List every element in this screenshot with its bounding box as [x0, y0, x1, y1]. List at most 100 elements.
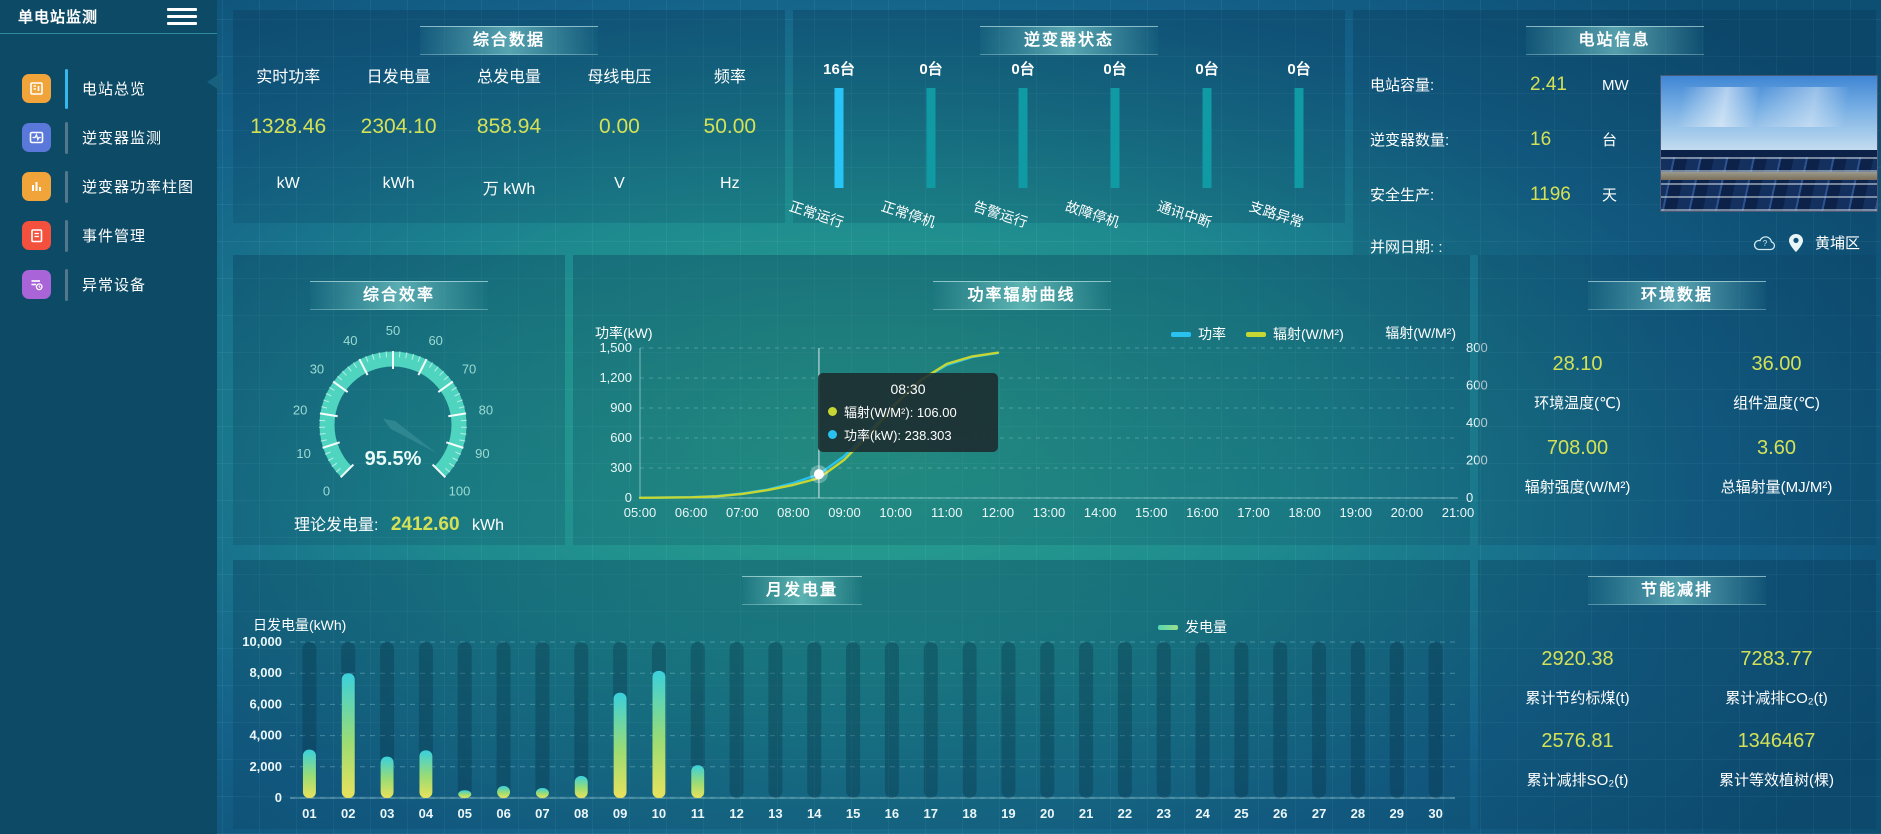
tooltip-series-dot [828, 430, 837, 439]
gauge-major-tick [445, 441, 464, 449]
sidebar-item-label: 异常设备 [82, 277, 147, 294]
energy-bar[interactable] [535, 788, 549, 798]
kpi-label: 累计减排SO₂(t) [1526, 772, 1629, 789]
energy-bar[interactable] [497, 785, 511, 798]
monthly-legend-swatch [1158, 624, 1178, 630]
right-axis-tick: 200 [1466, 453, 1488, 468]
x-axis-tick: 10:00 [879, 505, 912, 520]
radiation-legend-label: 辐射(W/M²) [1273, 326, 1344, 342]
energy-bar[interactable] [691, 765, 705, 798]
gauge-minor-tick [378, 352, 381, 359]
status-bar[interactable] [1110, 88, 1120, 188]
gauge-minor-tick [321, 406, 328, 409]
kpi-total-radiation: 3.60 总辐射量(MJ/M²) [1677, 437, 1876, 521]
status-bar[interactable] [1018, 88, 1028, 188]
gauge-tick-label: 40 [343, 333, 357, 348]
sidebar-item-station-overview[interactable]: 电站总览 [0, 64, 217, 113]
monthly-legend[interactable]: 发电量 [1158, 617, 1227, 637]
gauge-tick-label: 30 [310, 362, 324, 377]
status-bar[interactable] [834, 88, 844, 188]
device-list-clock-icon [22, 270, 51, 299]
highlight-point[interactable] [813, 469, 824, 480]
day-label: 25 [1234, 806, 1248, 821]
status-bar[interactable] [926, 88, 936, 188]
y-axis-tick: 10,000 [242, 634, 282, 649]
power-legend-label: 功率 [1198, 326, 1226, 342]
right-axis-tick: 600 [1466, 378, 1488, 393]
theory-energy-unit: kWh [472, 517, 505, 534]
gauge-minor-tick [411, 353, 415, 360]
info-value: 1196 [1530, 184, 1571, 205]
notebook-icon [22, 221, 51, 250]
power-radiation-chart[interactable]: 0 300 600 900 1,200 1,500 0 200 400 600 800 05:00 06… [573, 255, 1487, 545]
gauge-minor-tick [398, 351, 401, 358]
day-label: 24 [1195, 806, 1210, 821]
gauge-minor-tick [454, 393, 461, 397]
sidebar-collapse-arrow[interactable] [207, 72, 222, 92]
y-axis-tick: 2,000 [249, 759, 282, 774]
gauge-minor-tick [459, 439, 466, 442]
status-label: 告警运行 [971, 197, 1030, 231]
theory-energy-label: 理论发电量: [293, 517, 379, 534]
day-label: 27 [1312, 806, 1326, 821]
gauge-minor-tick [460, 433, 467, 435]
bar-background [496, 642, 511, 798]
status-bar[interactable] [1202, 88, 1212, 188]
kpi-radiation-intensity: 708.00 辐射强度(W/M²) [1478, 437, 1677, 521]
inverter-status-bars: 16台 正常运行 0台 正常停机 0台 告警运行 0台 故障停机 0台 通讯中断 0台 支路异常 [787, 50, 1345, 230]
day-label: 02 [341, 806, 355, 821]
legend-item-power[interactable]: 功率 [1171, 324, 1226, 344]
energy-bar[interactable] [458, 790, 472, 798]
x-axis-tick: 08:00 [777, 505, 810, 520]
energy-bar[interactable] [613, 692, 627, 798]
inverter-count: 0台 [1287, 61, 1311, 78]
left-axis-tick: 0 [625, 490, 632, 505]
kpi-label: 累计减排CO₂(t) [1725, 690, 1828, 707]
sidebar-item-label: 逆变器功率柱图 [82, 179, 195, 196]
info-value: 16 [1530, 129, 1552, 150]
day-label: 20 [1040, 806, 1054, 821]
gauge-minor-tick [327, 457, 334, 462]
saving-grid: 2920.38 累计节约标煤(t) 7283.77 累计减排CO₂(t) 2576.81… [1478, 648, 1876, 812]
sidebar-item-label: 逆变器监测 [82, 130, 163, 147]
energy-bar[interactable] [574, 776, 588, 798]
status-bar[interactable] [1294, 88, 1304, 188]
energy-bar[interactable] [302, 749, 316, 798]
x-axis-tick: 16:00 [1186, 505, 1219, 520]
grid-date-label: 并网日期: : [1370, 239, 1443, 256]
overview-stat: 母线电压 0.00 V [564, 55, 674, 223]
sidebar-item-event-management[interactable]: 事件管理 [0, 211, 217, 260]
energy-bar[interactable] [380, 756, 394, 798]
monthly-energy-chart[interactable]: 0 2,000 4,000 6,000 8,000 10,000 01 02 03 04 05 06 0… [233, 560, 1470, 829]
bar-background [768, 642, 783, 798]
inverter-count: 0台 [919, 61, 943, 78]
gauge-minor-tick [320, 439, 327, 442]
left-axis-tick: 300 [610, 460, 632, 475]
bar-background [1001, 642, 1016, 798]
menu-toggle-icon[interactable] [167, 4, 197, 29]
energy-bar[interactable] [419, 750, 433, 798]
panel-title-station-info: 电站信息 [1525, 26, 1704, 55]
gauge-tick-label: 50 [386, 323, 400, 338]
bar-chart-icon [22, 172, 51, 201]
x-axis-tick: 21:00 [1442, 505, 1475, 520]
gauge-minor-tick [371, 353, 375, 360]
kpi-value: 3.60 [1757, 437, 1796, 459]
sidebar-item-inverter-power-bars[interactable]: 逆变器功率柱图 [0, 162, 217, 211]
kpi-trees-equivalent: 1346467 累计等效植树(棵) [1677, 730, 1876, 812]
bar-background [1389, 642, 1404, 798]
energy-bar[interactable] [652, 670, 666, 798]
info-label: 电站容量: [1370, 77, 1435, 94]
legend-item-radiation[interactable]: 辐射(W/M²) [1246, 324, 1344, 344]
bar-background [884, 642, 899, 798]
gauge-minor-tick [324, 451, 331, 455]
left-axis-tick: 1,500 [599, 340, 632, 355]
gauge-major-tick [448, 412, 467, 418]
sidebar-item-abnormal-devices[interactable]: 异常设备 [0, 260, 217, 309]
stat-label: 日发电量 [366, 69, 431, 86]
sidebar-item-inverter-monitor[interactable]: 逆变器监测 [0, 113, 217, 162]
energy-bar[interactable] [341, 673, 355, 798]
gauge-major-tick [332, 380, 349, 393]
day-label: 11 [691, 806, 705, 821]
gauge-minor-tick [443, 375, 449, 381]
